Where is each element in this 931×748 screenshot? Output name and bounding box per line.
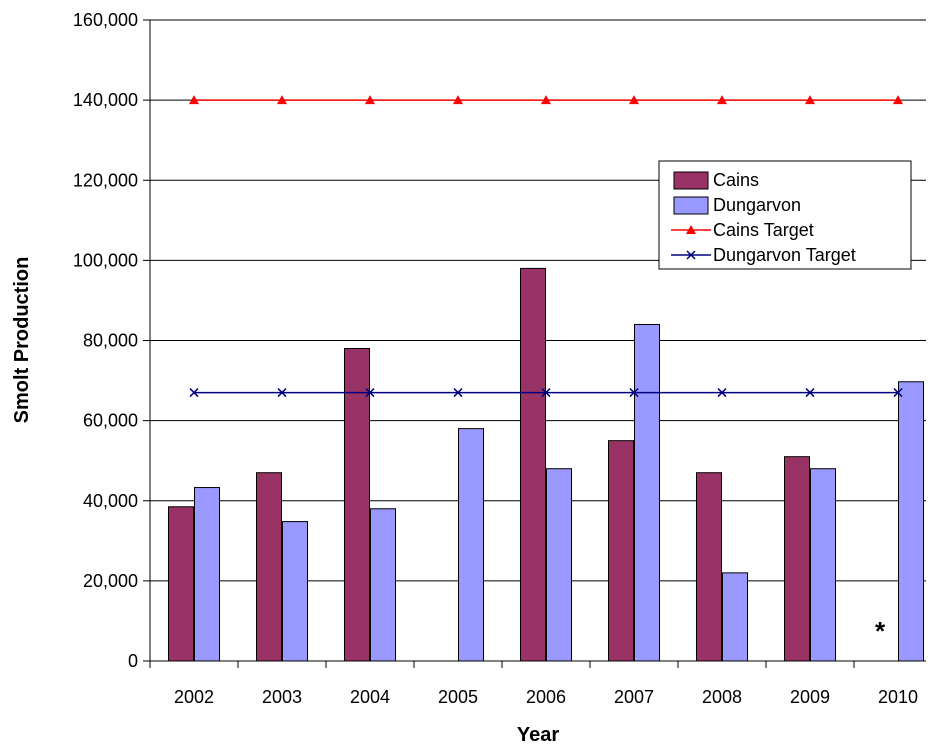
dungarvon-target-point [893,388,903,398]
dungarvon-bar [546,468,572,662]
cains-target-point [541,95,551,105]
dungarvon-target-point [717,388,727,398]
dungarvon-target-point [189,388,199,398]
x-tick-label: 2004 [350,687,390,707]
legend-label: Cains Target [713,220,814,240]
legend-label: Dungarvon Target [713,245,856,265]
x-axis-title: Year [517,724,559,746]
axes: 0 20,000 40,000 60,000 80,000 100,000 120,000 1… [73,10,926,707]
asterisk-annotation: * [875,616,886,646]
cains-target-point [365,95,375,105]
dungarvon-bar [810,468,836,662]
dungarvon-target-point [805,388,815,398]
y-tick-label: 40,000 [83,491,138,511]
cains-bar [696,472,722,662]
cains-bar [256,472,282,662]
x-tick-label: 2007 [614,687,654,707]
cains-target-point [805,95,815,105]
y-tick-label: 20,000 [83,571,138,591]
cains-target-point [189,95,199,105]
x-tick-label: 2002 [174,687,214,707]
cains-bar [168,506,194,662]
y-axis-title: Smolt Production [11,257,33,424]
legend-label: Dungarvon [713,195,801,215]
cains-bar [608,440,634,662]
cains-target-point [629,95,639,105]
x-tick-label: 2003 [262,687,302,707]
dungarvon-bar [370,508,396,662]
cains-target-point [717,95,727,105]
x-tick-label: 2006 [526,687,566,707]
dungarvon-target-point [277,388,287,398]
y-tick-label: 80,000 [83,331,138,351]
dungarvon-bar [194,487,220,662]
dungarvon-target-point [365,388,375,398]
dungarvon-bar [634,323,660,662]
x-tick-label: 2008 [702,687,742,707]
target-lines [189,95,903,398]
cains-target-point [277,95,287,105]
x-tick-label: 2005 [438,687,478,707]
cains-legend-swatch [673,171,709,190]
dungarvon-target-point [541,388,551,398]
y-tick-label: 0 [128,651,138,671]
cains-target-point [893,95,903,105]
dungarvon-bar [458,428,484,662]
dungarvon-bar [722,572,748,662]
dungarvon-bar [898,381,924,662]
legend-marker [686,225,696,234]
dungarvon-legend-swatch [673,196,709,215]
dungarvon-target-point [453,388,463,398]
dungarvon-target-point [629,388,639,398]
y-tick-label: 60,000 [83,411,138,431]
annotations: * [875,616,886,646]
y-tick-label: 160,000 [73,10,138,30]
cains-target-point [453,95,463,105]
y-tick-label: 120,000 [73,170,138,190]
cains-bar [344,348,370,662]
bars [168,267,924,662]
dungarvon-bar [282,521,308,662]
y-tick-label: 100,000 [73,250,138,270]
legend: Cains Dungarvon Cains Target Dungarvon Targ… [658,160,912,270]
legend-marker [686,250,696,260]
cains-bar [784,456,810,662]
cains-bar [520,267,546,662]
legend-label: Cains [713,170,759,190]
x-tick-label: 2010 [878,687,918,707]
x-tick-label: 2009 [790,687,830,707]
y-tick-label: 140,000 [73,90,138,110]
